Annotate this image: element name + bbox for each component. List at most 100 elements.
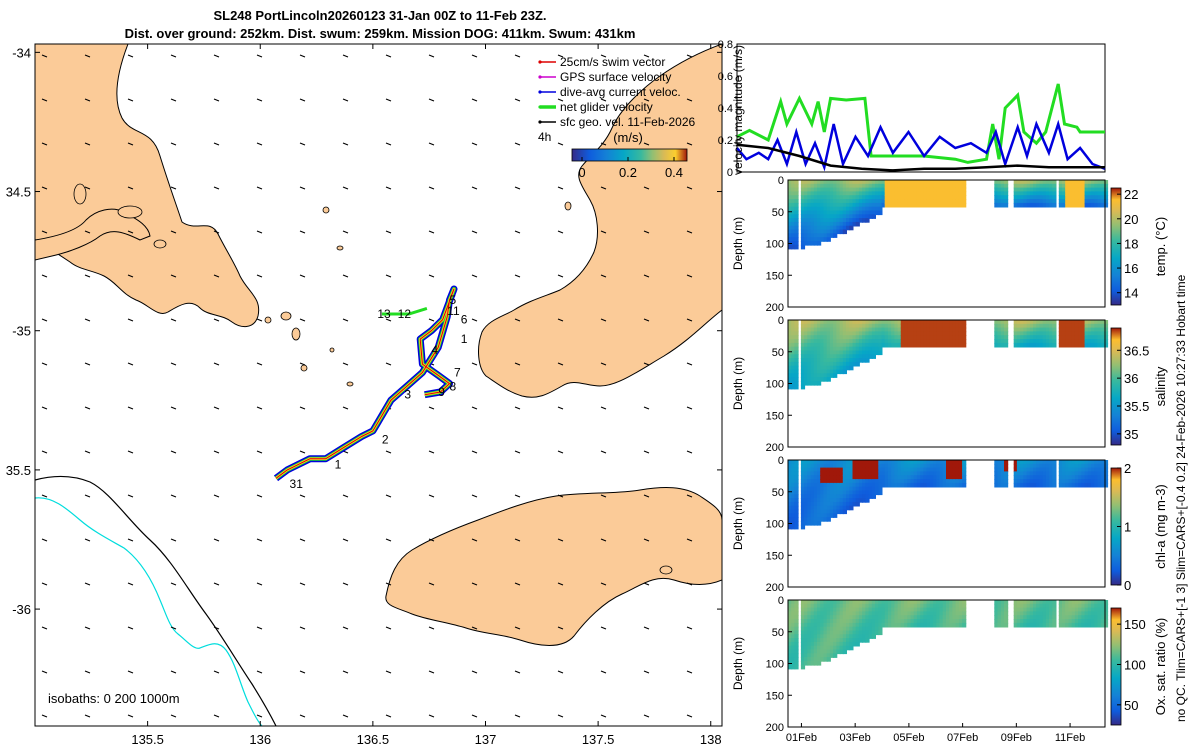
section-cell xyxy=(900,327,905,333)
section-cell xyxy=(1016,482,1022,488)
section-cell xyxy=(794,505,799,511)
section-cell xyxy=(800,377,806,382)
section-cell xyxy=(804,233,809,238)
section-cell xyxy=(826,358,831,363)
section-cell xyxy=(1039,331,1044,336)
section-cell xyxy=(1052,183,1057,189)
section-cell xyxy=(833,350,838,356)
section-cell xyxy=(1023,615,1028,620)
section-cell xyxy=(952,482,957,488)
section-cell xyxy=(878,180,883,185)
section-cell xyxy=(836,369,841,375)
section-cell xyxy=(920,460,925,465)
section-cell xyxy=(1033,479,1038,484)
section-cell xyxy=(1013,611,1018,616)
section-cell xyxy=(817,331,822,336)
section-cell xyxy=(1004,327,1009,333)
section-cell xyxy=(817,645,822,651)
section-cell xyxy=(791,471,796,476)
section-cell xyxy=(1029,460,1034,465)
cbar-tick-label: 16 xyxy=(1124,261,1138,276)
section-cell xyxy=(849,221,854,227)
section-cell xyxy=(1033,335,1038,340)
section-cell xyxy=(1039,327,1044,333)
section-cell xyxy=(1071,320,1076,325)
section-cell xyxy=(833,187,838,193)
velocity-arrow xyxy=(170,98,177,102)
section-cell xyxy=(1074,342,1080,348)
section-cell xyxy=(858,199,864,204)
section-cell xyxy=(955,195,960,200)
section-cell xyxy=(804,509,809,515)
section-cell xyxy=(1036,180,1041,185)
section-cell xyxy=(1091,463,1096,469)
section-cell xyxy=(842,323,847,329)
section-cell xyxy=(842,645,847,651)
section-cell xyxy=(791,221,796,227)
section-cell xyxy=(900,603,905,609)
section-cell xyxy=(910,619,915,624)
section-cell xyxy=(962,199,967,204)
section-cell xyxy=(839,342,844,348)
section-cell xyxy=(920,619,925,624)
velocity-arrow xyxy=(41,538,48,542)
section-cell xyxy=(936,482,941,488)
section-cell xyxy=(829,180,835,185)
section-cell xyxy=(1065,463,1070,469)
section-cell xyxy=(1036,327,1041,333)
section-cell xyxy=(823,350,828,356)
section-cell xyxy=(826,339,831,344)
section-cell xyxy=(829,486,835,492)
section-cell xyxy=(891,600,896,605)
section-cell xyxy=(833,630,838,636)
section-cell xyxy=(1036,320,1041,325)
section-cell xyxy=(842,463,847,469)
section-cell xyxy=(904,615,909,620)
section-cell xyxy=(862,600,867,605)
section-cell xyxy=(817,521,822,526)
section-cell xyxy=(865,479,870,484)
section-cell xyxy=(810,641,815,647)
section-cell xyxy=(829,346,835,352)
section-cell xyxy=(865,191,870,196)
section-cell xyxy=(881,482,886,488)
velocity-arrow xyxy=(643,142,650,146)
section-cell xyxy=(800,634,806,639)
section-cell xyxy=(800,603,806,609)
section-cell xyxy=(804,475,809,480)
velocity-arrow xyxy=(557,318,564,322)
section-cell xyxy=(962,180,967,185)
velocity-arrow xyxy=(299,714,306,718)
section-cell xyxy=(1042,467,1047,473)
section-cell xyxy=(871,460,876,465)
section-cell xyxy=(820,603,825,609)
section-cell xyxy=(813,603,818,609)
section-cell xyxy=(1103,471,1109,476)
section-cell xyxy=(1062,202,1067,208)
section-cell xyxy=(1052,191,1057,196)
section-cell xyxy=(1100,323,1105,329)
velocity-arrow xyxy=(342,230,349,234)
section-cell xyxy=(813,498,818,503)
section-colorbar xyxy=(1110,607,1122,726)
section-cell xyxy=(949,180,954,185)
section-cell xyxy=(807,358,812,363)
section-cell xyxy=(897,323,902,329)
section-cell xyxy=(929,482,934,488)
section-cell xyxy=(997,342,1002,348)
section-cell xyxy=(1065,335,1070,340)
section-cell xyxy=(1084,323,1089,329)
velocity-arrow xyxy=(428,406,435,410)
section-cell xyxy=(788,611,793,616)
section-cell xyxy=(1087,183,1092,189)
section-cell xyxy=(1065,619,1070,624)
section-cell xyxy=(939,323,944,329)
section-cell xyxy=(804,210,809,216)
section-cell xyxy=(868,603,873,609)
section-cell xyxy=(791,218,796,223)
section-cell xyxy=(846,501,851,507)
section-cell xyxy=(804,501,809,507)
section-cell xyxy=(994,482,999,488)
section-cell xyxy=(839,229,844,235)
section-ylabel: Depth (m) xyxy=(731,497,745,550)
